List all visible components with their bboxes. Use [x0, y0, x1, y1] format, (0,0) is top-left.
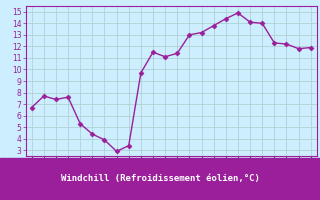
Text: Windchill (Refroidissement éolien,°C): Windchill (Refroidissement éolien,°C) — [60, 174, 260, 184]
